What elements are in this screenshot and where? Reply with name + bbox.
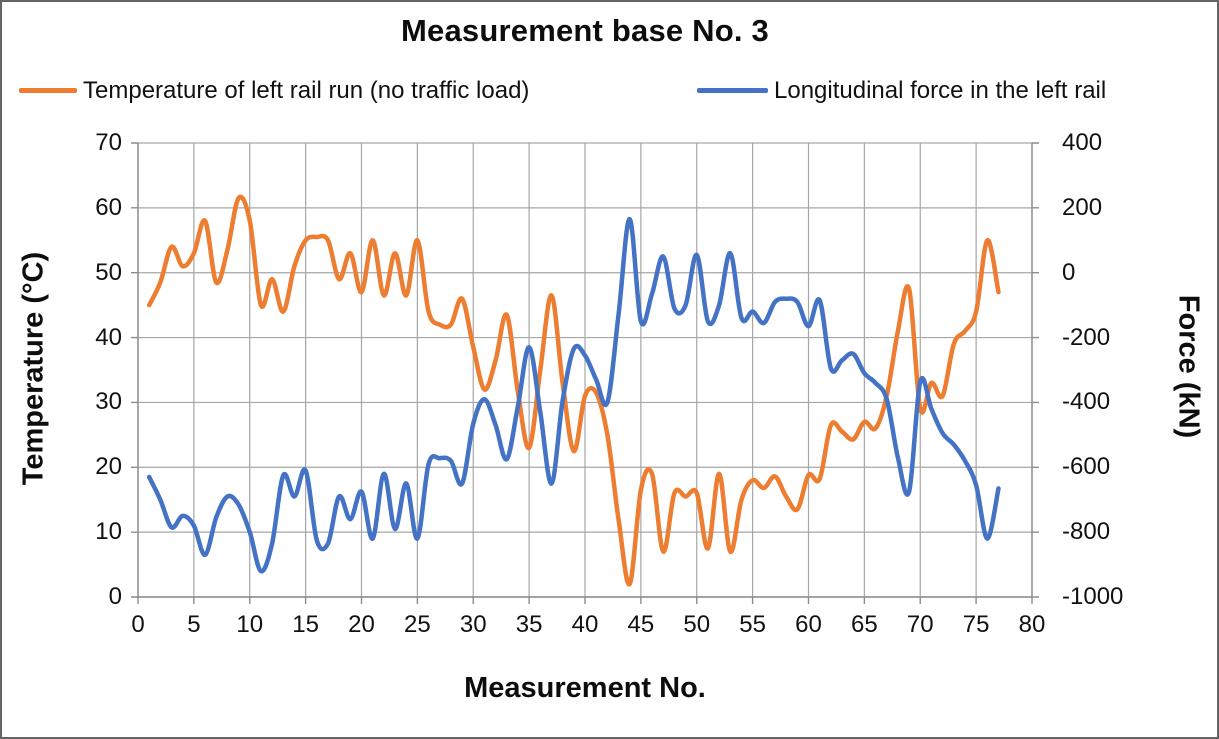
x-tick-label: 55 xyxy=(739,611,766,638)
y-left-tick-label: 40 xyxy=(95,323,122,351)
x-tick-label: 15 xyxy=(292,611,319,638)
x-tick-label: 35 xyxy=(515,611,543,638)
legend-item-temperature: Temperature of left rail run (no traffic… xyxy=(19,77,529,104)
y-right-tick-label: 200 xyxy=(1062,193,1103,221)
temperature-series-swatch-icon xyxy=(19,88,77,93)
y-left-tick-label: 10 xyxy=(95,518,122,546)
y-right-tick-label: -400 xyxy=(1062,388,1111,416)
y-right-tick-label: -1000 xyxy=(1062,583,1124,610)
y-right-tick-label: 0 xyxy=(1062,258,1076,286)
tick-marks xyxy=(131,142,1039,604)
x-tick-label: 70 xyxy=(906,611,934,638)
y-left-tick-label: 60 xyxy=(95,193,122,221)
y-left-tick-label: 70 xyxy=(95,129,122,156)
x-tick-label: 50 xyxy=(683,611,711,638)
chart-title: Measurement base No. 3 xyxy=(401,13,769,48)
x-tick-label: 40 xyxy=(571,611,599,638)
x-tick-label: 75 xyxy=(962,611,990,638)
y-right-tick-label: 400 xyxy=(1062,129,1103,156)
x-tick-label: 20 xyxy=(348,611,375,638)
legend-label-temperature: Temperature of left rail run (no traffic… xyxy=(83,76,530,104)
x-tick-label: 65 xyxy=(851,611,878,638)
gridlines xyxy=(137,142,1033,598)
y-left-tick-label: 50 xyxy=(95,258,122,286)
x-tick-label: 80 xyxy=(1018,611,1046,638)
legend-label-force: Longitudinal force in the left rail xyxy=(774,76,1107,104)
y-left-tick-label: 30 xyxy=(95,388,122,416)
x-axis-title: Measurement No. xyxy=(464,672,706,704)
y-right-tick-label: -200 xyxy=(1062,323,1111,351)
force-series-line xyxy=(146,216,1001,574)
x-tick-label: 60 xyxy=(795,611,822,638)
y-right-tick-label: -600 xyxy=(1062,453,1111,481)
y-axis-left-title: Temperature (°C) xyxy=(17,251,50,486)
x-tick-label: 5 xyxy=(187,611,201,638)
x-tick-label: 10 xyxy=(236,611,264,638)
force-series-swatch-icon xyxy=(697,88,768,93)
x-tick-label: 0 xyxy=(131,611,145,638)
x-tick-label: 45 xyxy=(627,611,655,638)
legend-item-force: Longitudinal force in the left rail xyxy=(697,77,1106,104)
y-axis-right-title: Force (kN) xyxy=(1172,294,1205,439)
y-right-tick-label: -800 xyxy=(1062,518,1111,546)
x-tick-label: 30 xyxy=(459,611,487,638)
y-left-tick-label: 20 xyxy=(95,453,122,481)
x-tick-label: 25 xyxy=(404,611,431,638)
axis-lines xyxy=(137,143,1033,598)
y-left-tick-label: 0 xyxy=(108,583,122,610)
temperature-series-line xyxy=(146,194,1001,587)
